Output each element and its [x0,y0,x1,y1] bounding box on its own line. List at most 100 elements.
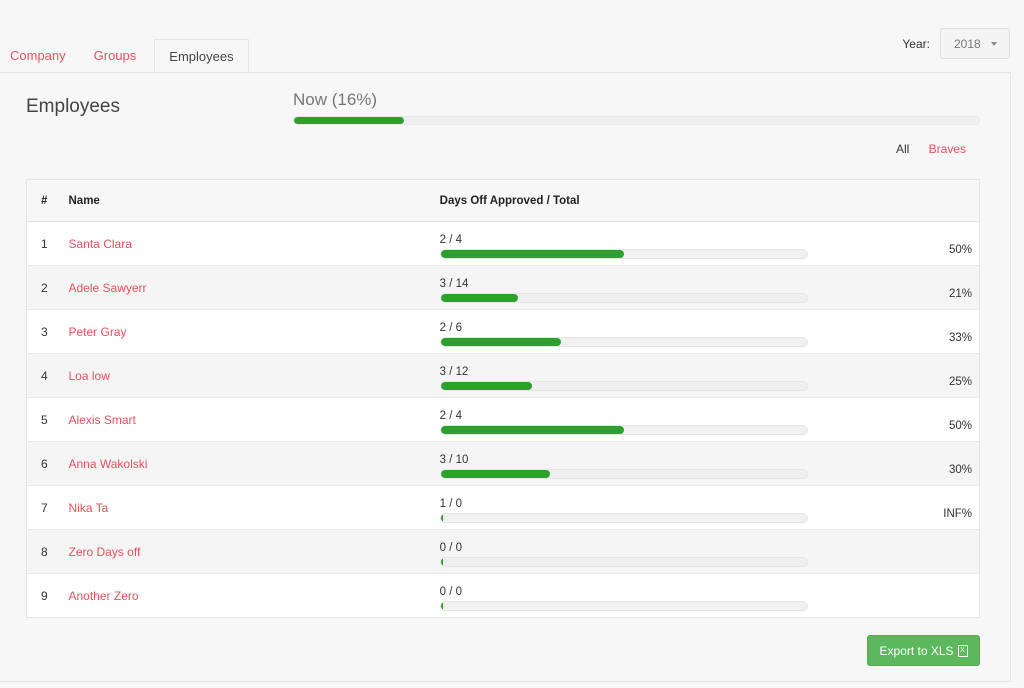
employee-link[interactable]: Peter Gray [68,324,127,339]
days-off-value: 3 / 10 [439,453,469,466]
year-label: Year: [902,36,930,51]
table-row: 2 Adele Sawyerr 3 / 14 21% [26,265,980,310]
days-off-value: 0 / 0 [439,585,463,598]
days-off-value: 3 / 12 [439,365,469,378]
table-row: 9 Another Zero 0 / 0 [26,573,980,618]
row-days-cell: 3 / 10 [438,441,809,486]
row-days-cell: 1 / 0 [438,485,809,530]
percent-value: 21% [808,265,980,310]
employees-panel: Employees Now (16%) All Braves # Name Da… [0,72,1011,682]
employee-link[interactable]: Alexis Smart [68,412,136,427]
row-days-cell: 2 / 4 [438,397,809,442]
row-name-cell: Nika Ta [67,485,439,530]
days-off-value: 2 / 6 [439,321,463,334]
days-progress-fill [440,469,551,478]
chevron-down-icon [990,41,997,46]
row-name-cell: Another Zero [67,573,439,618]
row-name-cell: Santa Clara [67,221,439,266]
header-name: Name [67,179,439,222]
row-days-cell: 2 / 6 [438,309,809,354]
employee-link[interactable]: Loa low [68,368,110,383]
days-progress-fill [440,249,624,258]
row-num: 9 [26,573,68,618]
year-value: 2018 [954,36,981,51]
header-percent [808,179,980,222]
now-progress-bar [293,116,980,125]
percent-value [808,529,980,574]
filter-all[interactable]: All [895,142,910,156]
percent-value [808,573,980,618]
row-name-cell: Adele Sawyerr [67,265,439,310]
days-progress-bar [439,380,808,391]
days-off-value: 0 / 0 [439,541,463,554]
row-num: 1 [26,221,68,266]
row-name-cell: Loa low [67,353,439,398]
row-num: 8 [26,529,68,574]
table-row: 1 Santa Clara 2 / 4 50% [26,221,980,266]
filter-braves[interactable]: Braves [928,142,966,156]
employee-link[interactable]: Santa Clara [68,236,132,251]
row-num: 5 [26,397,68,442]
employee-link[interactable]: Zero Days off [68,544,141,559]
table-row: 4 Loa low 3 / 12 25% [26,353,980,398]
employee-link[interactable]: Adele Sawyerr [68,280,147,295]
row-name-cell: Anna Wakolski [67,441,439,486]
employee-link[interactable]: Anna Wakolski [68,456,148,471]
export-xls-button[interactable]: Export to XLS X [867,635,980,666]
percent-value: INF% [808,485,980,530]
percent-value: 33% [808,309,980,354]
tab-company[interactable]: Company [10,48,66,63]
days-progress-fill [440,425,624,434]
row-days-cell: 3 / 12 [438,353,809,398]
header-days: Days Off Approved / Total [438,179,809,222]
percent-value: 30% [808,441,980,486]
days-progress-fill [440,293,518,302]
days-off-value: 2 / 4 [439,233,463,246]
tab-employees[interactable]: Employees [154,39,249,73]
percent-value: 50% [808,397,980,442]
row-name-cell: Peter Gray [67,309,439,354]
filters: All Braves [880,142,966,156]
page-title: Employees [26,96,120,117]
percent-value: 25% [808,353,980,398]
year-select[interactable]: 2018 [940,28,1010,59]
row-days-cell: 2 / 4 [438,221,809,266]
now-label: Now (16%) [293,90,378,109]
table-header: # Name Days Off Approved / Total [26,179,980,222]
table-row: 6 Anna Wakolski 3 / 10 30% [26,441,980,486]
days-progress-bar [439,248,808,259]
header-num: # [26,179,68,222]
days-off-value: 2 / 4 [439,409,463,422]
percent-value: 50% [808,221,980,266]
days-off-value: 1 / 0 [439,497,463,510]
employees-table: # Name Days Off Approved / Total 1 Santa… [26,179,980,618]
days-progress-fill [440,337,562,346]
row-num: 2 [26,265,68,310]
row-num: 6 [26,441,68,486]
file-excel-icon: X [957,644,968,657]
now-progress-fill [294,117,404,124]
row-name-cell: Alexis Smart [67,397,439,442]
days-progress-fill [440,381,533,390]
table-row: 5 Alexis Smart 2 / 4 50% [26,397,980,442]
row-num: 3 [26,309,68,354]
tabs: Company Groups Employees [0,39,253,73]
days-progress-fill [440,557,443,566]
row-num: 7 [26,485,68,530]
days-progress-bar [439,600,808,611]
row-days-cell: 3 / 14 [438,265,809,310]
table-row: 3 Peter Gray 2 / 6 33% [26,309,980,354]
days-progress-fill [440,601,443,610]
employee-link[interactable]: Nika Ta [68,500,109,515]
employee-link[interactable]: Another Zero [68,588,139,603]
export-label: Export to XLS [879,643,954,658]
days-progress-bar [439,336,808,347]
tab-groups[interactable]: Groups [93,48,137,63]
table-row: 8 Zero Days off 0 / 0 [26,529,980,574]
row-days-cell: 0 / 0 [438,529,809,574]
days-off-value: 3 / 14 [439,277,469,290]
days-progress-bar [439,468,808,479]
days-progress-bar [439,512,808,523]
row-name-cell: Zero Days off [67,529,439,574]
days-progress-bar [439,424,808,435]
